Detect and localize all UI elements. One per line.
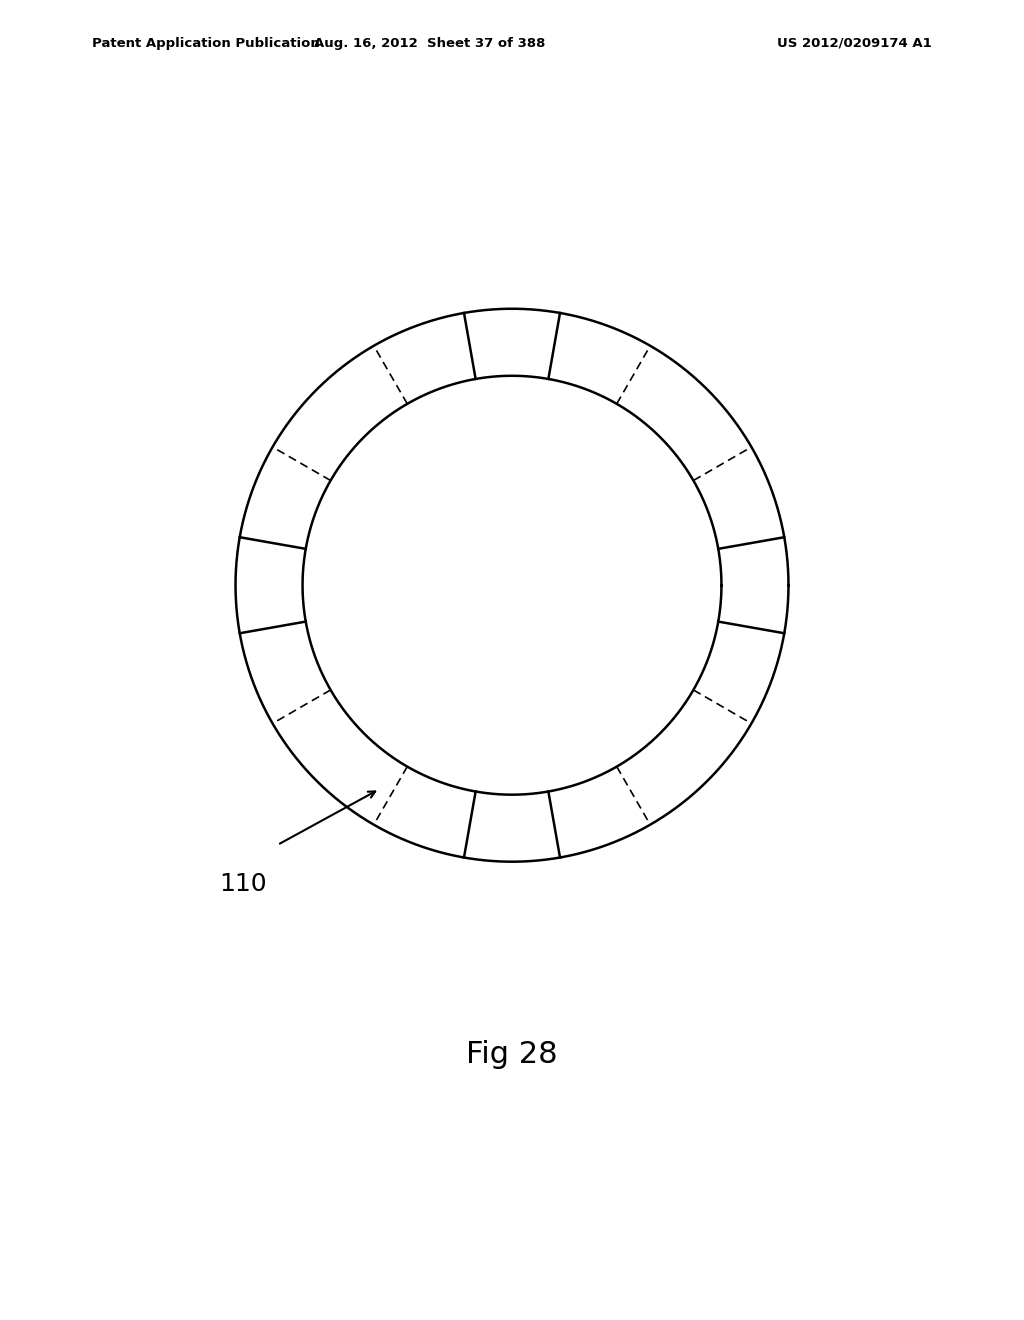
Text: US 2012/0209174 A1: US 2012/0209174 A1 [777,37,932,50]
Text: Patent Application Publication: Patent Application Publication [92,37,319,50]
Text: Fig 28: Fig 28 [466,1040,558,1069]
Text: Aug. 16, 2012  Sheet 37 of 388: Aug. 16, 2012 Sheet 37 of 388 [314,37,546,50]
Text: 110: 110 [219,873,266,896]
